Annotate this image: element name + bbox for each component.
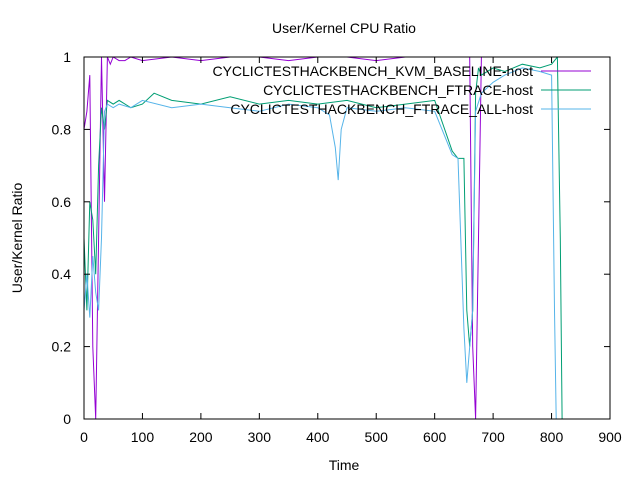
x-tick-label: 900 [598,429,622,445]
y-tick-label: 1 [63,49,71,65]
chart-title: User/Kernel CPU Ratio [272,20,416,36]
x-tick-label: 500 [365,429,389,445]
series-line-2 [84,57,563,419]
x-tick-label: 300 [248,429,272,445]
legend-label-2: CYCLICTESTHACKBENCH_FTRACE-host [263,82,533,98]
legend: CYCLICTESTHACKBENCH_KVM_BASELINE-host CYC… [212,63,591,117]
y-axis: 0 0.2 0.4 0.6 0.8 1 [52,49,610,427]
x-tick-label: 700 [481,429,505,445]
x-tick-label: 0 [80,429,88,445]
y-tick-label: 0 [63,411,71,427]
y-tick-label: 0.2 [52,339,72,355]
x-axis-label: Time [329,457,360,473]
x-tick-label: 800 [540,429,564,445]
series-line-3 [84,67,557,419]
y-axis-label: User/Kernel Ratio [9,183,25,294]
x-tick-label: 400 [306,429,330,445]
legend-label-1: CYCLICTESTHACKBENCH_KVM_BASELINE-host [212,63,533,79]
plot-frame [83,56,611,420]
y-tick-label: 0.8 [52,121,72,137]
y-tick-label: 0.6 [52,194,72,210]
x-axis: 0 100 200 300 400 500 600 700 800 900 [80,57,622,445]
x-tick-label: 600 [423,429,447,445]
x-tick-label: 200 [189,429,213,445]
x-tick-label: 100 [131,429,155,445]
series-line-1 [84,57,564,419]
legend-label-3: CYCLICTESTHACKBENCH_FTRACE_ALL-host [230,101,533,117]
y-tick-label: 0.4 [52,266,72,282]
plot-lines [84,57,564,419]
